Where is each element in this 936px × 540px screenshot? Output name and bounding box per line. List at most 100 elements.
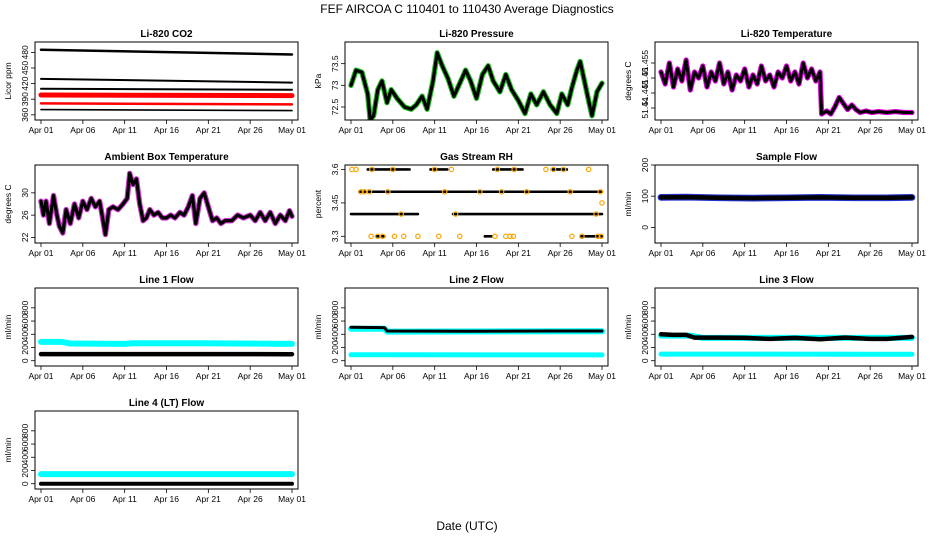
rh-orange-point [523, 188, 530, 195]
licor-temp-ylabel: degrees C [623, 61, 633, 100]
box-temp-data [38, 170, 295, 238]
co2-xtick-label: Apr 21 [196, 125, 221, 135]
co2-band-2-line [40, 77, 293, 84]
co2-ytick-label: 390 [20, 92, 30, 106]
rh-orange-point [598, 233, 604, 240]
rh-orange-point [398, 211, 405, 217]
line1-ytick-label: 200 [20, 340, 30, 354]
line4-ytick-label: 800 [20, 423, 30, 437]
line1-xtick-label: Apr 11 [112, 371, 137, 381]
licor-temp-ytick-label: 51.45 [640, 67, 650, 89]
line2-ytick-label: 600 [330, 314, 340, 328]
pressure-pressure-line [349, 51, 604, 120]
sample-flow-xtick-label: May 01 [898, 248, 926, 258]
rh-orange-point [436, 233, 442, 240]
rh-orange-point [569, 233, 575, 240]
sample-flow-xtick-label: Apr 21 [816, 248, 841, 258]
sample-flow-xtick-label: Apr 11 [732, 248, 757, 258]
licor-temp-ytick-label: 51.455 [640, 50, 650, 76]
line3-ytick-label: 600 [640, 314, 650, 328]
rh-xtick-label: May 01 [588, 248, 616, 258]
box-temp-xtick-label: Apr 01 [28, 248, 53, 258]
co2-band-3-line [40, 87, 293, 91]
co2-xtick-label: Apr 26 [238, 125, 263, 135]
rh-orange-point [511, 166, 517, 173]
rh-ytick-label: 3.3 [330, 230, 340, 242]
rh-orange-point [492, 233, 498, 240]
box-temp-box-temperature-halo [38, 170, 295, 238]
rh-orange-point [379, 233, 386, 240]
line1-xtick-label: Apr 16 [154, 371, 179, 381]
box-temp-ylabel: degrees C [3, 184, 13, 223]
rh-orange-point [510, 233, 517, 240]
co2-data [38, 48, 295, 112]
line3-xtick-label: Apr 16 [774, 371, 799, 381]
rh-orange-point [369, 166, 375, 173]
line3-ytick-label: 800 [640, 300, 650, 314]
line2-ytick-label: 400 [330, 327, 340, 341]
sample-flow-frame [654, 164, 919, 244]
rh-orange-point [415, 233, 421, 240]
line3-frame [654, 287, 919, 367]
co2-ylabel: Licor ppm [3, 62, 13, 99]
co2-xtick-label: May 01 [278, 125, 306, 135]
box-temp-box-temperature-line [39, 171, 294, 237]
rh-orange-point [358, 188, 364, 195]
sample-flow-ylabel: ml/min [623, 191, 633, 216]
line1-ytick-label: 0 [20, 358, 30, 363]
line3-xtick-label: Apr 21 [816, 371, 841, 381]
sample-flow-ytick-label: 0 [640, 225, 650, 230]
co2-band-1-line [39, 48, 294, 56]
figure-title: FEF AIRCOA C 110401 to 110430 Average Di… [320, 2, 614, 16]
pressure-xtick-label: Apr 21 [506, 125, 531, 135]
licor-temp-data [658, 57, 915, 117]
line3-xtick-label: Apr 01 [648, 371, 673, 381]
line3-xtick-label: Apr 06 [690, 371, 715, 381]
line3-ylabel: ml/min [623, 314, 633, 339]
box-temp-ytick-label: 26 [20, 210, 30, 220]
licor-temp-ytick-label: 51.44 [640, 97, 650, 119]
rh-ylabel: percent [313, 189, 323, 218]
line2-black-line [349, 325, 604, 333]
line1-ytick-label: 800 [20, 300, 30, 314]
box-temp-ytick-label: 30 [20, 188, 30, 198]
sample-flow-xtick-label: Apr 01 [648, 248, 673, 258]
licor-temp-ytick-label: 51.445 [640, 80, 650, 106]
line4-ytick-label: 400 [20, 450, 30, 464]
sample-flow-sample-flow-line [658, 194, 915, 201]
line2-xtick-label: Apr 26 [548, 371, 573, 381]
pressure-xtick-label: Apr 26 [548, 125, 573, 135]
line1-xtick-label: Apr 01 [28, 371, 53, 381]
co2-ytick-label: 420 [20, 76, 30, 90]
line4-xtick-label: Apr 21 [196, 494, 221, 504]
line4-xtick-label: Apr 06 [70, 494, 95, 504]
line1-cyan-line [38, 338, 295, 347]
rh-orange-point [368, 233, 374, 240]
rh-orange-point [452, 211, 459, 217]
co2-frame [34, 41, 299, 121]
line4-ytick-label: 600 [20, 437, 30, 451]
rh-orange-point [595, 233, 601, 240]
line1-xtick-label: Apr 21 [196, 371, 221, 381]
licor-temp-temperature-line [659, 58, 914, 116]
rh-orange-point [597, 188, 604, 195]
line2-xtick-label: Apr 01 [338, 371, 363, 381]
licor-temp-xtick-label: Apr 06 [690, 125, 715, 135]
rh-orange-point [567, 188, 574, 195]
co2-ytick-label: 480 [20, 45, 30, 59]
line1-xtick-label: Apr 26 [238, 371, 263, 381]
co2-xtick-label: Apr 01 [28, 125, 53, 135]
licor-temp-xtick-label: May 01 [898, 125, 926, 135]
pressure-title: Li-820 Pressure [439, 29, 514, 40]
rh-xtick-label: Apr 16 [464, 248, 489, 258]
line1-title: Line 1 Flow [139, 275, 194, 286]
box-temp-panel: Ambient Box Temperature degrees C 22 26 30 Ap… [3, 152, 306, 258]
co2-xtick-label: Apr 16 [154, 125, 179, 135]
sample-flow-xtick-label: Apr 26 [858, 248, 883, 258]
rh-orange-point [494, 166, 501, 173]
rh-xtick-label: Apr 26 [548, 248, 573, 258]
pressure-ytick-label: 73 [330, 80, 340, 90]
rh-panel: Gas Stream RH percent 3.3 3.45 3.6 Apr 01 Apr … [313, 152, 616, 258]
line4-frame [34, 410, 299, 490]
